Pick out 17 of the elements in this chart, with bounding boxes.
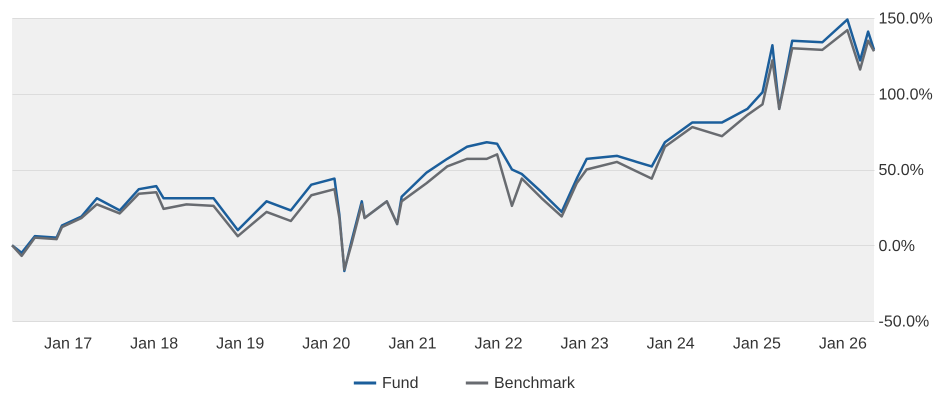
x-tick-label: Jan 17: [44, 336, 92, 352]
y-tick-label: -50.0%: [878, 314, 930, 330]
x-tick-label: Jan 18: [130, 336, 178, 352]
x-tick-label: Jan 23: [560, 336, 609, 352]
x-tick-label: Jan 22: [474, 336, 523, 352]
y-tick-label: 0.0%: [878, 238, 915, 255]
y-tick-label: 50.0%: [878, 162, 924, 179]
x-tick-label: Jan 24: [646, 336, 695, 352]
x-tick-label: Jan 20: [302, 336, 350, 352]
x-tick-label: Jan 21: [388, 336, 437, 352]
y-tick-label: 100.0%: [878, 86, 933, 104]
x-tick-label: Jan 19: [216, 336, 264, 352]
x-tick-label: Jan 26: [818, 336, 868, 352]
x-tick-label: Jan 25: [732, 336, 781, 352]
y-tick-label: 150.0%: [878, 10, 933, 28]
legend-label: Fund: [382, 375, 418, 392]
legend-label: Benchmark: [494, 375, 576, 392]
